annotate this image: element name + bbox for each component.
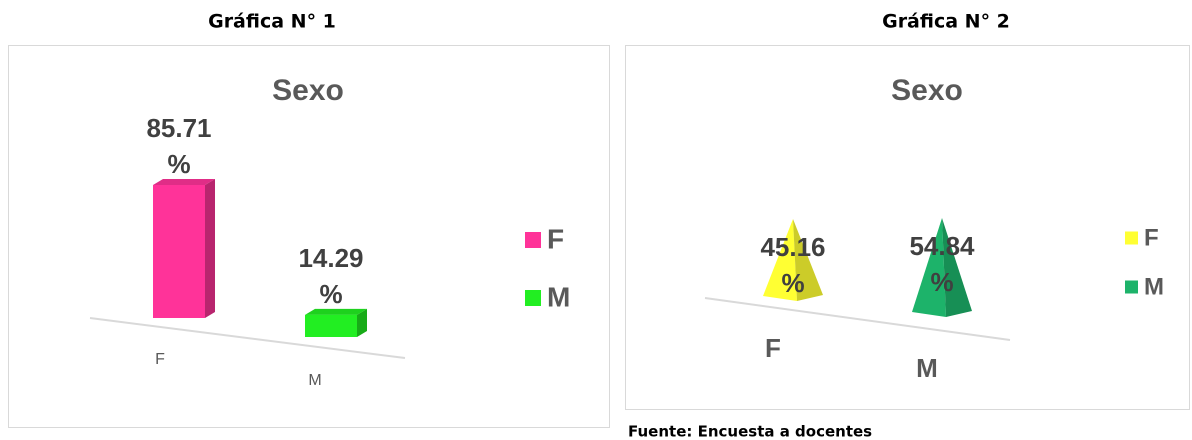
- chart-title: Sexo: [272, 74, 344, 107]
- floor-line: [704, 297, 1011, 341]
- legend-label: M: [547, 281, 570, 312]
- chart-frame: [8, 45, 610, 428]
- chart-title: Sexo: [891, 74, 963, 107]
- source: Fuente: Encuesta a docentes: [628, 423, 872, 440]
- bar: [153, 185, 205, 318]
- data-label: 85.71 %: [146, 113, 212, 179]
- legend-label: M: [1144, 273, 1164, 300]
- pyramid-left: [912, 218, 946, 317]
- bar-top: [153, 179, 215, 185]
- legend-label: F: [1144, 224, 1159, 251]
- data-label-box: 54.84 %: [909, 231, 975, 297]
- data-label: 45.16 %: [760, 231, 826, 298]
- chart-heading: Gráfica N° 1: [208, 11, 336, 33]
- pyramid-right: [793, 218, 823, 301]
- data-label-box: 14.29 %: [298, 242, 364, 309]
- data-label: 54.84 %: [909, 231, 975, 297]
- bar: [305, 314, 357, 337]
- chart-frame: [625, 45, 1190, 410]
- data-label: 14.29 %: [298, 242, 364, 309]
- x-tick-label: F: [765, 333, 781, 363]
- floor-line: [89, 317, 406, 359]
- legend-swatch: [1125, 280, 1138, 294]
- data-label-box: 45.16 %: [760, 231, 826, 298]
- legend-swatch: [525, 232, 541, 248]
- legend-label: F: [547, 223, 564, 254]
- legend-swatch: [1125, 231, 1138, 245]
- x-tick-label: F: [155, 351, 165, 368]
- pyramid-right: [942, 218, 972, 317]
- chart-heading: Gráfica N° 2: [882, 11, 1010, 33]
- x-tick-label: M: [916, 353, 938, 383]
- x-tick-label: M: [308, 372, 321, 389]
- bar-top: [305, 308, 367, 315]
- pyramid-left: [763, 218, 797, 301]
- bar-side: [205, 179, 215, 318]
- data-label-box: 85.71 %: [146, 113, 212, 179]
- legend-swatch: [525, 290, 541, 306]
- bar-side: [357, 308, 367, 337]
